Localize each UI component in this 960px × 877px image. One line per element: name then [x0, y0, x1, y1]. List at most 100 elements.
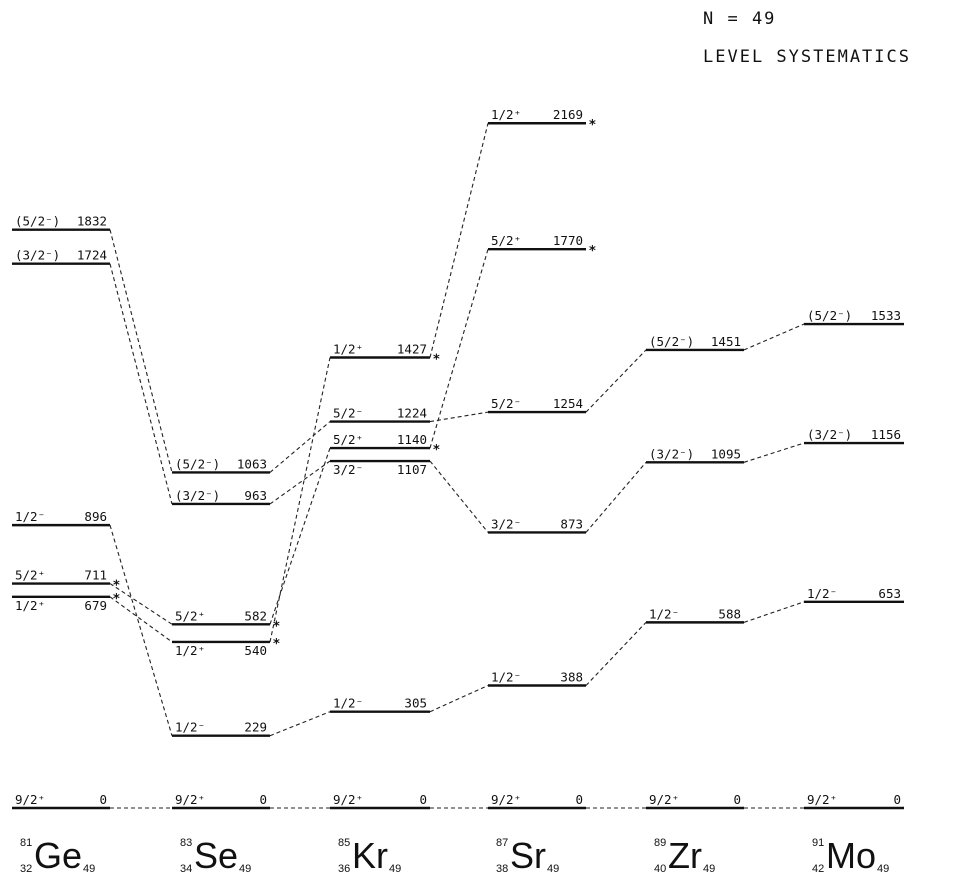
nucleus-neutron-number: 49: [389, 863, 401, 875]
nucleus-symbol: Kr: [352, 835, 388, 876]
level-spin-kr-9-2plus-0: 9/2⁺: [333, 792, 363, 807]
level-spin-mo-3-2minus-1156: (3/2⁻): [807, 427, 852, 442]
connection-line-13: [429, 249, 489, 449]
nucleus-symbol: Ge: [34, 835, 82, 876]
level-energy-zr-9-2plus-0: 0: [733, 792, 741, 807]
level-energy-ge-5-2minus-1832: 1832: [77, 214, 107, 229]
nucleus-label-sr: 87 38 Sr 49: [496, 835, 559, 876]
level-energy-se-3-2minus-963: 963: [244, 488, 267, 503]
title-line-1: N = 49: [703, 9, 776, 29]
level-energy-se-1-2minus-229: 229: [244, 720, 267, 735]
level-spin-ge-5-2minus-1832: (5/2⁻): [15, 214, 60, 229]
nucleus-mass-number: 81: [20, 837, 32, 849]
level-energy-mo-5-2minus-1533: 1533: [871, 308, 901, 323]
nucleus-atomic-number: 36: [338, 863, 350, 875]
level-spin-se-3-2minus-963: (3/2⁻): [175, 488, 220, 503]
level-spin-mo-5-2minus-1533: (5/2⁻): [807, 308, 852, 323]
nucleus-label-zr: 89 40 Zr 49: [654, 835, 715, 876]
nucleus-mass-number: 89: [654, 837, 666, 849]
level-spin-kr-1-2plus-1427: 1/2⁺: [333, 341, 363, 356]
level-energy-mo-1-2minus-653: 653: [878, 586, 901, 601]
connection-line-9: [269, 357, 331, 643]
level-spin-kr-5-2plus-1140: 5/2⁺: [333, 432, 363, 447]
level-energy-se-5-2plus-582: 582: [244, 608, 267, 623]
nucleus-atomic-number: 42: [812, 863, 824, 875]
level-energy-kr-5-2plus-1140: 1140: [397, 432, 427, 447]
level-spin-mo-1-2minus-653: 1/2⁻: [807, 586, 837, 601]
level-spin-sr-5-2plus-1770: 5/2⁺: [491, 233, 521, 248]
connection-line-24: [743, 601, 805, 623]
nucleus-neutron-number: 49: [703, 863, 715, 875]
nucleus-mass-number: 87: [496, 837, 508, 849]
level-spin-sr-1-2plus-2169: 1/2⁺: [491, 107, 521, 122]
level-spin-zr-1-2minus-588: 1/2⁻: [649, 606, 679, 621]
level-energy-ge-5-2plus-711: 711: [84, 568, 107, 583]
level-energy-ge-9-2plus-0: 0: [99, 792, 107, 807]
nucleus-neutron-number: 49: [547, 863, 559, 875]
level-mark-se-5-2plus-582: *: [273, 619, 280, 634]
level-spin-sr-5-2minus-1254: 5/2⁻: [491, 396, 521, 411]
level-energy-sr-3-2minus-873: 873: [560, 516, 583, 531]
nucleus-neutron-number: 49: [877, 863, 889, 875]
connection-line-16: [429, 685, 489, 713]
connection-line-10: [269, 711, 331, 737]
level-spin-zr-3-2minus-1095: (3/2⁻): [649, 446, 694, 461]
level-mark-kr-5-2plus-1140: *: [433, 443, 440, 458]
level-spin-mo-9-2plus-0: 9/2⁺: [807, 792, 837, 807]
connection-line-20: [585, 621, 647, 686]
connection-line-4: [109, 596, 173, 643]
nucleus-mass-number: 85: [338, 837, 350, 849]
level-spin-ge-5-2plus-711: 5/2⁺: [15, 568, 45, 583]
level-spin-se-9-2plus-0: 9/2⁺: [175, 792, 205, 807]
nucleus-atomic-number: 32: [20, 863, 32, 875]
level-energy-kr-9-2plus-0: 0: [419, 792, 427, 807]
connection-line-14: [429, 411, 489, 423]
level-spin-sr-3-2minus-873: 3/2⁻: [491, 516, 521, 531]
connection-line-15: [429, 460, 489, 533]
level-spin-kr-1-2minus-305: 1/2⁻: [333, 696, 363, 711]
nucleus-atomic-number: 38: [496, 863, 508, 875]
level-energy-ge-3-2minus-1724: 1724: [77, 248, 107, 263]
connection-line-18: [585, 349, 647, 413]
level-spin-zr-5-2minus-1451: (5/2⁻): [649, 334, 694, 349]
level-spin-zr-9-2plus-0: 9/2⁺: [649, 792, 679, 807]
level-energy-zr-5-2minus-1451: 1451: [711, 334, 741, 349]
connection-lines: [109, 123, 805, 809]
connection-line-23: [743, 442, 805, 463]
level-spin-ge-1-2minus-896: 1/2⁻: [15, 509, 45, 524]
nucleus-neutron-number: 49: [239, 863, 251, 875]
connection-line-12: [429, 123, 489, 358]
level-energy-ge-1-2plus-679: 679: [84, 598, 107, 613]
level-spin-se-5-2minus-1063: (5/2⁻): [175, 456, 220, 471]
level-energy-zr-1-2minus-588: 588: [718, 606, 741, 621]
level-spin-se-5-2plus-582: 5/2⁺: [175, 608, 205, 623]
level-energy-mo-3-2minus-1156: 1156: [871, 427, 901, 442]
connection-line-6: [269, 421, 331, 473]
level-mark-ge-5-2plus-711: *: [113, 579, 120, 594]
level-spin-ge-9-2plus-0: 9/2⁺: [15, 792, 45, 807]
level-mark-sr-5-2plus-1770: *: [589, 244, 596, 259]
nucleus-symbol: Mo: [826, 835, 876, 876]
connection-line-1: [109, 263, 173, 505]
connection-line-0: [109, 229, 173, 473]
level-energy-se-5-2minus-1063: 1063: [237, 456, 267, 471]
nucleus-symbol: Se: [194, 835, 238, 876]
level-energy-se-1-2plus-540: 540: [244, 643, 267, 658]
level-energy-se-9-2plus-0: 0: [259, 792, 267, 807]
level-energy-kr-3-2minus-1107: 1107: [397, 462, 427, 477]
level-energy-mo-9-2plus-0: 0: [893, 792, 901, 807]
level-energy-kr-1-2plus-1427: 1427: [397, 341, 427, 356]
connection-line-22: [743, 323, 805, 351]
level-energy-sr-9-2plus-0: 0: [575, 792, 583, 807]
level-mark-kr-1-2plus-1427: *: [433, 352, 440, 367]
nucleus-label-ge: 81 32 Ge 49: [20, 835, 95, 876]
level-energy-sr-1-2plus-2169: 2169: [553, 107, 583, 122]
level-mark-se-1-2plus-540: *: [273, 637, 280, 652]
level-spin-sr-1-2minus-388: 1/2⁻: [491, 670, 521, 685]
level-energy-sr-5-2minus-1254: 1254: [553, 396, 583, 411]
nucleus-mass-number: 83: [180, 837, 192, 849]
level-spin-se-1-2minus-229: 1/2⁻: [175, 720, 205, 735]
level-energy-kr-1-2minus-305: 305: [404, 696, 427, 711]
